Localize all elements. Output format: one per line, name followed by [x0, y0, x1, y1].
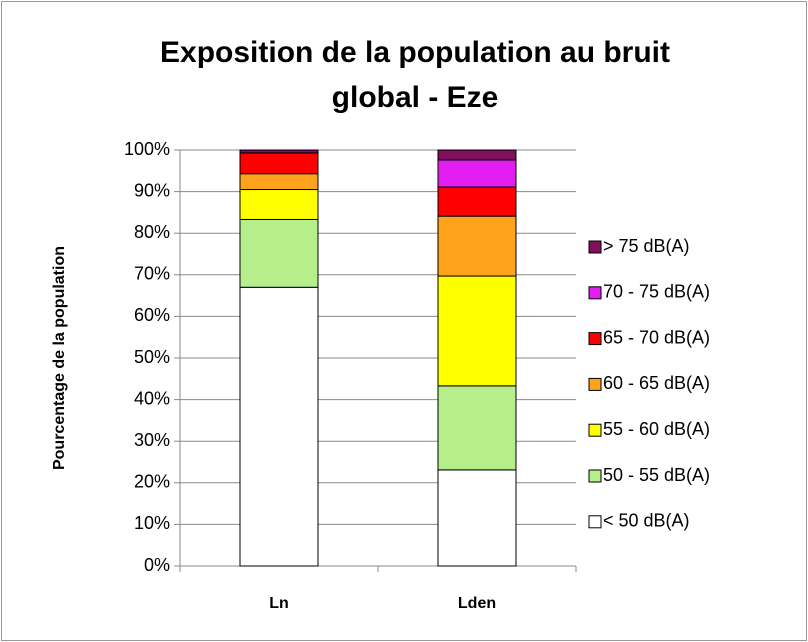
y-tick-label: 100% [124, 139, 170, 159]
bar-segment [437, 385, 517, 471]
legend-swatch [588, 286, 602, 300]
legend-label: > 75 dB(A) [603, 236, 690, 256]
y-tick-label: 50% [134, 347, 170, 367]
bar-segment [437, 469, 517, 567]
legend-label: 70 - 75 dB(A) [603, 282, 710, 302]
y-axis-title: Pourcentage de la population [51, 246, 68, 470]
y-tick-label: 90% [134, 180, 170, 200]
bar-segment [437, 215, 517, 277]
y-tick-label: 40% [134, 388, 170, 408]
legend-swatch [588, 377, 602, 391]
x-tick-label: Lden [458, 595, 496, 612]
bar-segment [437, 149, 517, 161]
legend-label: 65 - 70 dB(A) [603, 327, 710, 347]
legend-label: < 50 dB(A) [603, 511, 690, 531]
legend-label: 50 - 55 dB(A) [603, 465, 710, 485]
bar-segment [437, 275, 517, 387]
bar-segment [239, 189, 319, 220]
y-tick-label: 30% [134, 430, 170, 450]
y-tick-label: 60% [134, 305, 170, 325]
y-tick-label: 0% [144, 555, 170, 575]
legend-swatch [588, 332, 602, 346]
chart-title: Exposition de la population au bruit glo… [160, 36, 670, 114]
legend-label: 55 - 60 dB(A) [603, 419, 710, 439]
legend-swatch [588, 515, 602, 529]
legend-swatch [588, 423, 602, 437]
legend-swatch [588, 469, 602, 483]
legend-swatch [588, 240, 602, 254]
bar-segment [239, 152, 319, 175]
y-tick-label: 80% [134, 222, 170, 242]
y-tick-label: 20% [134, 472, 170, 492]
bar-segment [239, 149, 319, 154]
bar-segment [239, 218, 319, 288]
bar-segment [437, 186, 517, 217]
bar-segment [437, 159, 517, 188]
bar-segment [239, 173, 319, 191]
legend-label: 60 - 65 dB(A) [603, 373, 710, 393]
bar-segment [239, 286, 319, 567]
y-tick-label: 10% [134, 513, 170, 533]
y-tick-label: 70% [134, 264, 170, 284]
x-tick-label: Ln [269, 595, 289, 612]
